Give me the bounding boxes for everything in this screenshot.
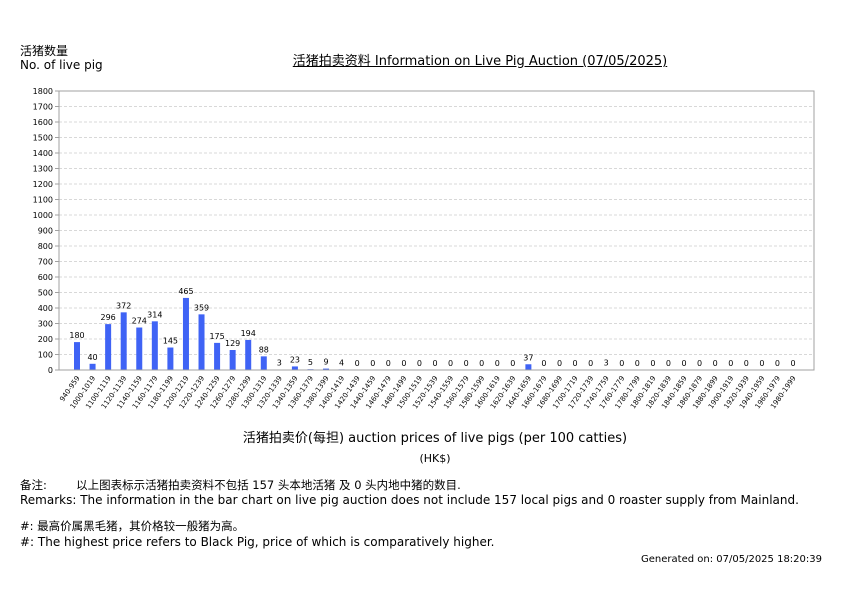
bar-value-label: 0 xyxy=(728,359,733,368)
bar-value-label: 180 xyxy=(69,331,84,340)
bar-value-label: 0 xyxy=(401,359,406,368)
bar-value-label: 0 xyxy=(479,359,484,368)
x-axis-title: 活猪拍卖价(每担) auction prices of live pigs (p… xyxy=(242,431,628,446)
bar-value-label: 314 xyxy=(147,310,162,319)
note-en: #: The highest price refers to Black Pig… xyxy=(20,535,495,549)
bar-value-label: 0 xyxy=(744,359,749,368)
y-tick-label: 1400 xyxy=(33,149,53,158)
y-axis-ticks: 0 100 200 300 400 500 600 700 800 900 1000 1100 1200… xyxy=(33,87,59,375)
bar-value-label: 0 xyxy=(386,359,391,368)
bar-value-label: 0 xyxy=(635,359,640,368)
bar-value-label: 0 xyxy=(681,359,686,368)
y-tick-label: 500 xyxy=(38,289,53,298)
bar-value-label: 0 xyxy=(510,359,515,368)
y-tick-label: 100 xyxy=(38,351,53,360)
plot-frame xyxy=(58,90,815,371)
bar-value-label: 0 xyxy=(713,359,718,368)
bar xyxy=(89,363,96,370)
chart-title: 活猪拍卖资料 Information on Live Pig Auction (… xyxy=(292,54,668,69)
bar xyxy=(291,366,298,370)
x-axis-unit: (HK$) xyxy=(419,452,451,465)
bar xyxy=(198,314,205,370)
y-tick-label: 1700 xyxy=(33,103,53,112)
bar xyxy=(74,342,80,370)
bar-value-label: 145 xyxy=(163,337,178,346)
bar-value-label: 0 xyxy=(588,359,593,368)
bar xyxy=(525,364,532,370)
bar-chart: 0100200300400500600700800900100011001200… xyxy=(33,87,815,411)
y-tick-label: 600 xyxy=(38,273,53,282)
bar-value-label: 0 xyxy=(541,359,546,368)
y-tick-label: 0 xyxy=(48,366,53,375)
x-axis-ticks: 940-9591000-10191100-11191120-11391140-1… xyxy=(58,375,797,411)
bar xyxy=(105,324,112,370)
y-tick-label: 1500 xyxy=(33,134,53,143)
bar xyxy=(120,312,127,370)
bar-value-label: 372 xyxy=(116,301,131,310)
bar-value-label: 40 xyxy=(87,353,97,362)
bar-value-label: 359 xyxy=(194,303,209,312)
bar-value-label: 3 xyxy=(277,359,282,368)
y-axis-title-cn: 活猪数量 xyxy=(20,44,69,58)
y-tick-label: 800 xyxy=(38,242,53,251)
y-tick-label: 1600 xyxy=(33,118,53,127)
bar-value-label: 0 xyxy=(790,359,795,368)
bar-value-label: 0 xyxy=(557,359,562,368)
bar-value-label: 0 xyxy=(619,359,624,368)
bar-value-label: 0 xyxy=(448,359,453,368)
bar xyxy=(136,327,143,370)
note-cn: #: 最高价属黑毛猪，其价格较一般猪为高。 xyxy=(20,519,245,533)
bar-value-label: 37 xyxy=(523,353,533,362)
y-tick-label: 1200 xyxy=(33,180,53,189)
y-tick-label: 1000 xyxy=(33,211,53,220)
grid-lines xyxy=(59,106,814,355)
bar-value-label: 0 xyxy=(775,359,780,368)
bar-value-label: 296 xyxy=(100,313,115,322)
bar-value-label: 0 xyxy=(759,359,764,368)
bar-value-label: 274 xyxy=(132,317,147,326)
bar-value-label: 4 xyxy=(339,358,344,367)
bar-value-label: 0 xyxy=(417,359,422,368)
bar xyxy=(229,350,236,370)
bar-value-label: 0 xyxy=(370,359,375,368)
bar xyxy=(260,356,267,370)
bar-value-label: 23 xyxy=(290,355,300,364)
bar-value-label: 194 xyxy=(241,329,256,338)
bar-value-label: 0 xyxy=(697,359,702,368)
y-tick-label: 1800 xyxy=(33,87,53,96)
bar-value-label: 0 xyxy=(573,359,578,368)
bar-value-label: 175 xyxy=(209,332,224,341)
bar-value-label: 0 xyxy=(650,359,655,368)
remark-en: Remarks: The information in the bar char… xyxy=(20,493,799,507)
generated-timestamp: Generated on: 07/05/2025 18:20:39 xyxy=(641,554,822,565)
y-tick-label: 1300 xyxy=(33,165,53,174)
bar-value-label: 3 xyxy=(604,359,609,368)
y-tick-label: 900 xyxy=(38,227,53,236)
bar-value-label: 9 xyxy=(323,358,328,367)
bar xyxy=(182,297,189,370)
bar xyxy=(151,321,158,370)
bar xyxy=(245,339,252,370)
bar-value-label: 5 xyxy=(308,358,313,367)
y-tick-label: 300 xyxy=(38,320,53,329)
bar-value-label: 0 xyxy=(432,359,437,368)
bar-value-label: 0 xyxy=(666,359,671,368)
bar-value-label: 0 xyxy=(355,359,360,368)
bar-value-label: 88 xyxy=(259,345,269,354)
y-tick-label: 200 xyxy=(38,335,53,344)
bar xyxy=(323,368,330,370)
y-axis-title-en: No. of live pig xyxy=(20,58,103,72)
bar-value-label: 0 xyxy=(495,359,500,368)
bar-value-label: 465 xyxy=(178,287,193,296)
y-tick-label: 1100 xyxy=(33,196,53,205)
bar-value-label: 129 xyxy=(225,339,240,348)
y-tick-label: 400 xyxy=(38,304,53,313)
bar xyxy=(167,347,174,370)
remark-cn: 备注: 以上图表标示活猪拍卖资料不包括 157 头本地活猪 及 0 头内地中猪的… xyxy=(20,478,461,492)
bar xyxy=(214,342,221,370)
y-tick-label: 700 xyxy=(38,258,53,267)
bar-value-label: 0 xyxy=(464,359,469,368)
